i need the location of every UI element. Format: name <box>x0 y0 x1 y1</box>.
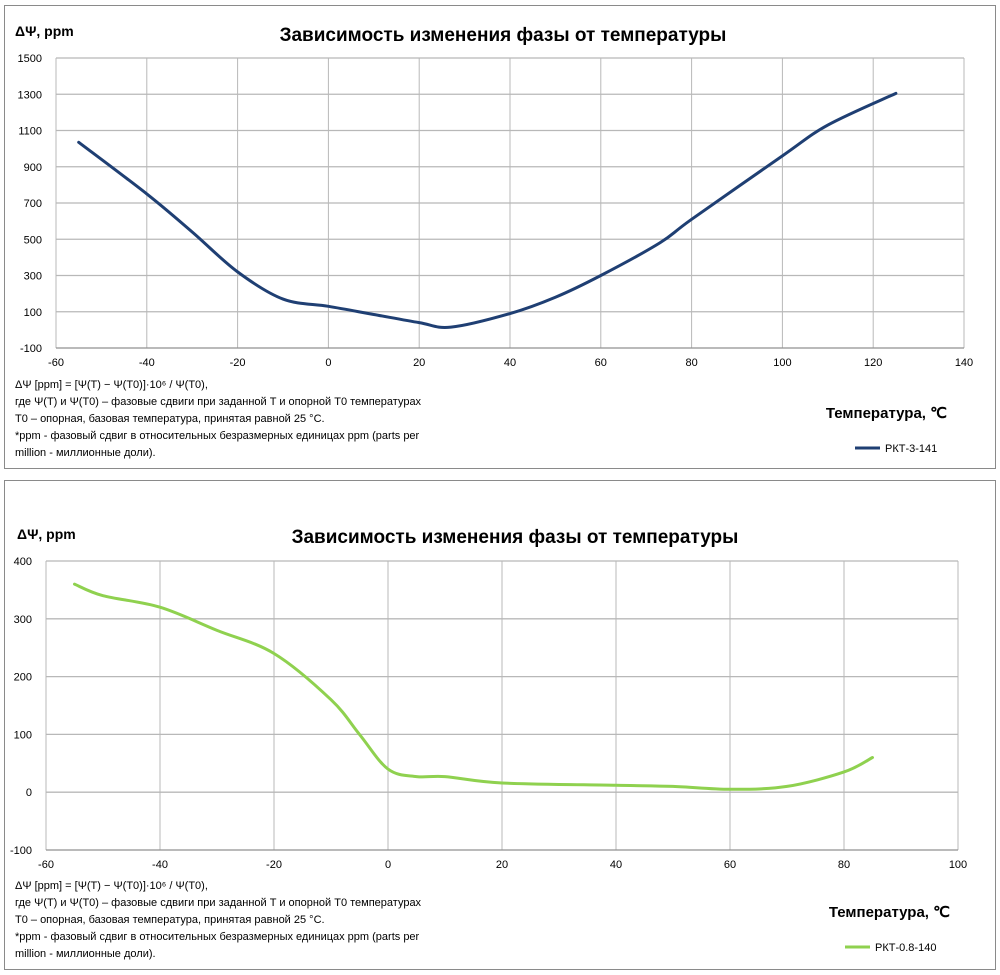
y-tick-label: 1100 <box>18 126 42 138</box>
chart-top: -100 100 300 500 700 900 1100 1300 1500 -60 -40 -20… <box>15 23 973 459</box>
x-tick-label: 0 <box>325 357 331 369</box>
x-tick-label: 20 <box>413 357 425 369</box>
y-tick-label: 100 <box>14 729 32 741</box>
x-tick-label: -60 <box>48 357 64 369</box>
y-tick-label: 900 <box>24 162 42 174</box>
y-axis-label: ΔΨ, ppm <box>15 23 74 39</box>
footnote-line: million - миллионные доли). <box>15 447 156 459</box>
x-tick-label: -60 <box>38 859 54 871</box>
x-axis-label: Температура, ℃ <box>829 904 950 921</box>
x-tick-label: 20 <box>496 859 508 871</box>
chart-panel-bottom: -100 0 100 200 300 400 -60 -40 -20 0 20 40 60 80 100 За… <box>4 480 996 970</box>
x-tick-label: 40 <box>504 357 516 369</box>
legend-label: РКТ-3-141 <box>885 443 937 455</box>
series-line <box>73 582 874 791</box>
chart-title: Зависимость изменения фазы от температур… <box>292 527 739 548</box>
x-tick-label: 80 <box>685 357 697 369</box>
y-tick-label: 500 <box>24 234 42 246</box>
legend-label: РКТ-0.8-140 <box>875 942 936 954</box>
x-tick-label: 140 <box>955 357 973 369</box>
footnote-line: million - миллионные доли). <box>15 948 156 960</box>
y-tick-label: 700 <box>24 198 42 210</box>
x-tick-label: 100 <box>949 859 967 871</box>
y-tick-label: 300 <box>14 614 32 626</box>
footnote-line: ΔΨ [ppm] = [Ψ(T) − Ψ(T0)]·10⁶ / Ψ(T0), <box>15 379 208 391</box>
x-tick-label: 0 <box>385 859 391 871</box>
footnote-line: ΔΨ [ppm] = [Ψ(T) − Ψ(T0)]·10⁶ / Ψ(T0), <box>15 880 208 892</box>
footnote-line: где Ψ(T) и Ψ(T0) – фазовые сдвиги при за… <box>15 396 422 408</box>
footnote-line: где Ψ(T) и Ψ(T0) – фазовые сдвиги при за… <box>15 897 422 909</box>
x-axis-label: Температура, ℃ <box>826 405 947 422</box>
y-tick-label: 0 <box>26 787 32 799</box>
y-axis-label: ΔΨ, ppm <box>17 526 76 542</box>
x-tick-label: 60 <box>595 357 607 369</box>
x-tick-label: -20 <box>230 357 246 369</box>
x-tick-label: 40 <box>610 859 622 871</box>
footnote-line: T0 – опорная, базовая температура, приня… <box>15 413 325 425</box>
y-tick-label: 400 <box>14 556 32 568</box>
x-tick-label: 60 <box>724 859 736 871</box>
x-tick-label: 100 <box>773 357 791 369</box>
x-tick-label: -40 <box>152 859 168 871</box>
y-tick-label: -100 <box>10 845 32 857</box>
footnote-line: *ppm - фазовый сдвиг в относительных без… <box>15 931 420 943</box>
footnote-line: *ppm - фазовый сдвиг в относительных без… <box>15 430 420 442</box>
chart-bottom: -100 0 100 200 300 400 -60 -40 -20 0 20 40 60 80 100 За… <box>10 526 967 960</box>
y-tick-label: -100 <box>20 343 42 355</box>
y-tick-label: 1300 <box>18 89 42 101</box>
y-tick-label: 100 <box>24 307 42 319</box>
y-tick-label: 300 <box>24 271 42 283</box>
chart-title: Зависимость изменения фазы от температур… <box>280 25 727 46</box>
chart-panel-top: -100 100 300 500 700 900 1100 1300 1500 -60 -40 -20… <box>4 5 996 469</box>
x-tick-label: -20 <box>266 859 282 871</box>
x-tick-label: 80 <box>838 859 850 871</box>
y-tick-label: 1500 <box>18 53 42 65</box>
footnote-line: T0 – опорная, базовая температура, приня… <box>15 914 325 926</box>
series-line <box>77 91 898 329</box>
x-tick-label: -40 <box>139 357 155 369</box>
x-tick-label: 120 <box>864 357 882 369</box>
y-tick-label: 200 <box>14 672 32 684</box>
